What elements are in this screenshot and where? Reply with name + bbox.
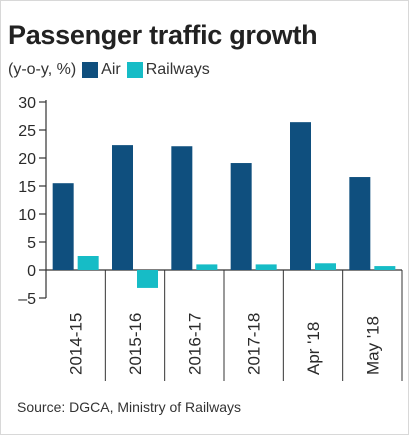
y-tick-label: 15 [18,179,36,196]
bar-air [112,145,133,270]
y-tick-label: 30 [18,95,36,112]
y-tick-label: 25 [18,123,36,140]
x-category-label: 2014-15 [67,313,86,375]
bar-railways [315,263,336,270]
legend-swatch-air [82,62,99,78]
bar-air [230,163,252,270]
legend-swatch-railways [126,62,143,78]
bar-air [349,177,371,270]
x-category-label: Apr '18 [304,322,323,375]
bar-railways [196,264,218,270]
y-tick-label: 20 [18,151,36,168]
y-tick-label: 10 [18,207,36,224]
bar-air [290,122,311,270]
unit-label: (y-o-y, %) [8,61,77,78]
x-category-label: 2015-16 [126,313,145,375]
chart-subtitle: (y-o-y, %) Air Railways [8,61,210,79]
x-category-label: 2016-17 [185,313,204,375]
bar-railways [374,266,396,270]
bar-air [52,183,74,270]
bar-railways [77,256,99,270]
chart-title: Passenger traffic growth [8,20,318,50]
x-category-label: 2017-18 [245,313,264,375]
bar-air [171,146,193,270]
x-category-label: May '18 [363,316,382,375]
bar-railways [137,270,158,288]
source-note: Source: DGCA, Ministry of Railways [17,399,242,415]
bar-railways [255,264,277,270]
y-tick-label: –5 [18,291,36,308]
y-tick-label: 5 [27,235,36,252]
legend-label-railways: Railways [145,61,210,78]
legend-item-railways: Railways [126,61,210,79]
legend-label-air: Air [101,61,121,78]
legend-item-air: Air [82,61,121,79]
y-tick-label: 0 [27,263,36,280]
